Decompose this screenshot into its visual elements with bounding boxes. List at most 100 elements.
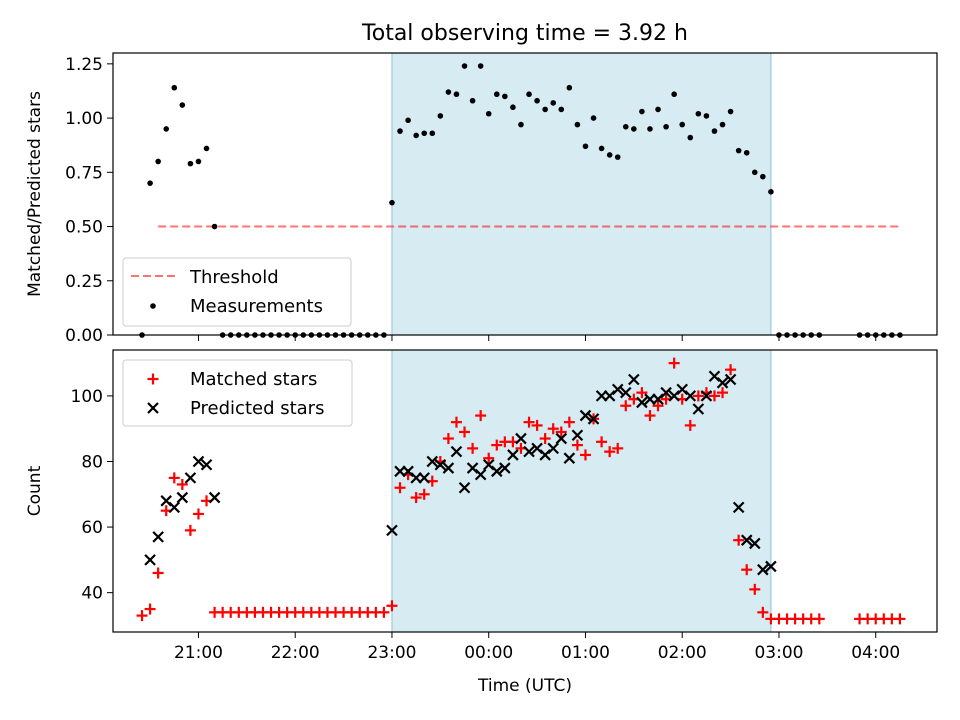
matched-star-point (483, 452, 495, 464)
matched-star-point (467, 442, 479, 454)
x-tick-label: 21:00 (174, 643, 223, 663)
predicted-star-point (611, 383, 624, 396)
measurement-point (405, 117, 411, 124)
y-tick-label: 80 (81, 452, 103, 472)
measurement-point (526, 91, 532, 98)
matched-star-point (539, 433, 551, 445)
matched-star-point (717, 387, 729, 399)
matched-star-point (749, 583, 761, 595)
predicted-star-point (749, 537, 761, 550)
matched-star-point (491, 439, 503, 451)
matched-star-point (547, 423, 559, 435)
matched-star-point (725, 364, 737, 376)
measurement-point (760, 173, 766, 180)
matched-star-point (684, 419, 696, 431)
predicted-star-point-b (418, 472, 430, 484)
predicted-star-point-b (749, 537, 761, 550)
predicted-star-point-b (628, 373, 640, 386)
matched-star-point (604, 446, 616, 458)
measurement-point (453, 91, 460, 98)
x-tick-label: 23:00 (367, 643, 416, 663)
predicted-star-point-b (620, 386, 632, 399)
y-tick-label: 0.50 (65, 218, 103, 238)
matched-star-point (555, 426, 567, 438)
measurement-point (421, 130, 428, 137)
measurement-point (445, 89, 452, 95)
ratio-legend-box (122, 257, 352, 327)
measurement-point (566, 84, 573, 91)
matched-star-point (579, 449, 591, 461)
predicted-star-point-b (716, 377, 729, 389)
predicted-star-point (620, 386, 632, 399)
predicted-star-point-b (636, 396, 648, 409)
measurement-point (671, 91, 677, 98)
predicted-star-point (636, 396, 648, 409)
matched-star-point (612, 442, 624, 454)
matched-star-point (757, 606, 769, 618)
matched-star-point (692, 390, 704, 402)
predicted-star-point (555, 432, 568, 445)
matched-star-point (378, 606, 390, 618)
x-tick-label: 02:00 (658, 643, 707, 663)
x-tick-label: 04:00 (851, 643, 900, 663)
predicted-star-point-b (144, 554, 156, 566)
measurement-point (195, 158, 202, 165)
measurement-point (727, 108, 734, 115)
measurement-point (518, 121, 524, 128)
predicted-star-point-b (160, 495, 172, 507)
predicted-star-point-b (434, 458, 447, 471)
predicted-legend-marker (147, 402, 159, 414)
ratio-panel-frame (112, 52, 938, 336)
count-y-axis-label: Count (25, 465, 45, 516)
count-y-axis: 40 60 80 100 (71, 387, 113, 604)
ratio-legend: Threshold Measurements (122, 257, 352, 327)
measurement-point (550, 100, 557, 106)
measurement-point (622, 123, 629, 130)
measurement-point (574, 121, 581, 128)
predicted-star-point-b (474, 468, 487, 481)
predicted-star-point (418, 472, 430, 484)
y-tick-label: 0.00 (65, 326, 103, 346)
measurement-point (735, 147, 742, 154)
measurement-point (558, 106, 565, 113)
measurement-point (493, 91, 500, 98)
measurement-point (614, 154, 621, 160)
matched-star-point (475, 410, 487, 422)
predicted-legend-swatch (147, 402, 159, 414)
predicted-star-point-b (466, 462, 479, 474)
measurement-point (179, 102, 186, 108)
predicted-star-point (579, 409, 592, 422)
matched-star-point (459, 426, 471, 438)
predicted-star-point-b (208, 491, 221, 504)
measurement-point (679, 121, 686, 128)
matched-star-point (136, 610, 148, 622)
predicted-star-point (757, 563, 769, 576)
measurement-point (413, 132, 419, 139)
predicted-star-point (692, 403, 705, 415)
measurement-point (663, 123, 669, 130)
predicted-star-point (168, 501, 181, 514)
threshold-legend-label: Threshold (189, 267, 279, 288)
predicted-star-point (700, 390, 713, 402)
measurement-point (437, 113, 444, 119)
measurement-point (461, 63, 468, 69)
measurement-point (687, 134, 694, 141)
measurement-point (211, 223, 218, 230)
y-tick-label: 0.25 (65, 272, 103, 292)
measurement-point (743, 149, 750, 156)
predicted-star-point-b (402, 465, 414, 478)
count-legend-box (122, 359, 353, 427)
y-tick-label: 1.00 (65, 109, 103, 129)
count-x-axis: 21:00 22:00 23:00 00:00 01:00 02:00 03:00 04:00 (174, 632, 900, 663)
predicted-star-point-b (442, 462, 455, 474)
predicted-star-point (765, 560, 777, 573)
measurement-point (510, 104, 516, 111)
count-panel-frame (112, 349, 938, 633)
matched-star-point (410, 492, 422, 504)
predicted-star-point-b (458, 481, 471, 494)
measurement-point (639, 108, 645, 115)
predicted-star-point-b (515, 432, 527, 445)
measurement-point (534, 97, 540, 104)
predicted-star-point-b (757, 563, 769, 576)
